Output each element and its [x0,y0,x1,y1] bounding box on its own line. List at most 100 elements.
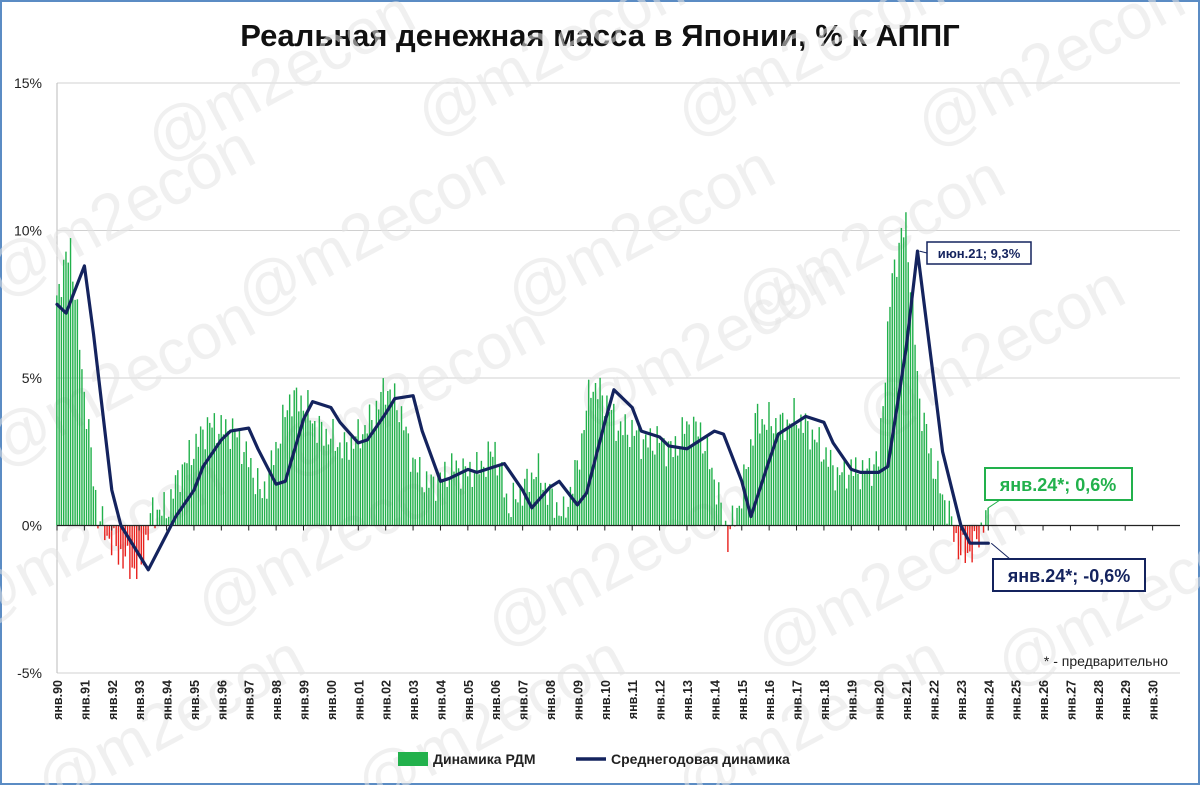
bar [117,525,120,565]
bar [62,259,65,526]
bar [576,460,578,526]
bar [921,431,923,526]
bar [154,525,156,529]
bar [92,486,95,526]
bar [382,378,384,526]
bar [302,410,305,526]
bar [485,476,487,526]
bar [466,476,469,526]
bar [528,491,531,526]
bar [512,482,515,526]
bar [245,441,247,526]
y-tick-label: 5% [22,370,42,386]
bar [229,448,232,526]
watermark-text: @m2econ [404,0,696,151]
bar [861,460,864,526]
bar [122,525,124,569]
bar [679,447,681,526]
bar [300,395,302,526]
bar [688,424,690,526]
bar [384,404,387,526]
bar [850,459,852,526]
bar [339,442,341,526]
bar [398,422,400,526]
bar [569,486,572,526]
x-tick-label: янв.16 [763,680,777,720]
bar [656,426,658,526]
bar [724,520,727,526]
bar [412,457,414,526]
bar [314,420,316,526]
bar [635,430,638,526]
bar [642,439,645,526]
bar [220,415,222,526]
bar [469,461,471,526]
bar [747,467,750,526]
bar [156,509,158,526]
bar [615,440,617,526]
bar [647,447,649,526]
bar [279,443,282,526]
bar [957,525,960,560]
bar [948,500,951,526]
bar [147,525,149,541]
annotation-box [992,558,1146,592]
bar [829,449,832,526]
bar [494,441,496,526]
bar [918,398,921,526]
bar [355,436,357,526]
bar [247,467,250,526]
x-tick-label: янв.27 [1064,680,1078,720]
bar [843,458,846,526]
bar [231,418,234,526]
x-tick-label: янв.05 [462,680,476,720]
bar [864,472,866,526]
bar [211,427,213,526]
bar [909,292,912,526]
bar [549,483,551,526]
bar [268,468,270,526]
bar [955,525,957,534]
bar [99,521,101,526]
bar [624,414,626,526]
bar [893,259,896,526]
bar [375,400,378,526]
bar [444,461,446,526]
bar [884,382,887,526]
bar [60,297,63,526]
bar [631,419,633,526]
bar [813,439,816,526]
bar [546,504,549,526]
bar [366,433,368,526]
bar [218,433,220,526]
bar [603,416,606,526]
bar [400,406,403,526]
bar [686,421,688,526]
bar [759,433,761,526]
bar [788,423,791,526]
bar [129,525,131,579]
bar [97,525,99,529]
x-tick-label: янв.17 [791,680,805,720]
bar [151,497,154,526]
x-tick-label: янв.07 [517,680,531,720]
bar [553,517,556,526]
bar [704,451,706,526]
bar [188,440,190,526]
annotation-label: янв.24*; 0,6% [999,475,1117,495]
bar [261,498,263,526]
bar [960,525,962,556]
bar [839,475,841,526]
bar [503,497,505,526]
bar [409,471,412,526]
bar [804,413,807,526]
annotation-leader [919,250,928,254]
bar [455,460,457,526]
bar [359,448,362,526]
bar [284,417,286,526]
bar [330,438,332,526]
bar [889,306,891,526]
bar [592,391,594,526]
bar [94,489,97,526]
bar [667,441,670,526]
